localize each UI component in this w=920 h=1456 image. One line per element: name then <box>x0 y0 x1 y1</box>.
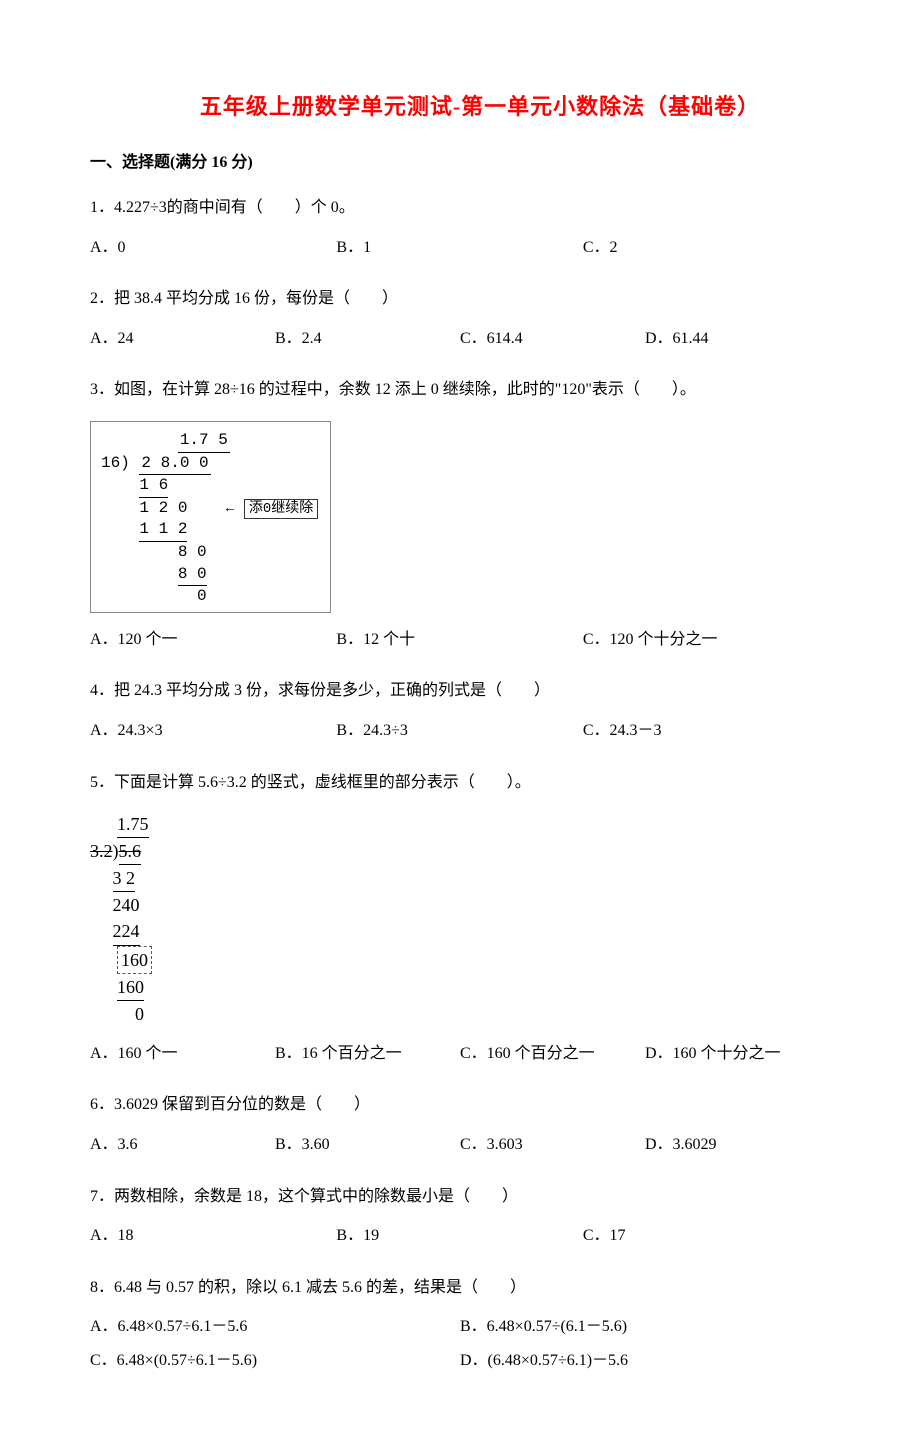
options-row: A．3.6 B．3.60 C．3.603 D．3.6029 <box>90 1128 830 1162</box>
quotient: 1.7 5 <box>178 430 230 453</box>
question-text: 8．6.48 与 0.57 的积，除以 6.1 减去 5.6 的差，结果是（ ） <box>90 1271 830 1305</box>
options-row: A．24 B．2.4 C．614.4 D．61.44 <box>90 322 830 356</box>
option-d: D．3.6029 <box>645 1128 830 1162</box>
options-row: A．0 B．1 C．2 <box>90 231 830 265</box>
question-1: 1．4.227÷3的商中间有（ ）个 0。 A．0 B．1 C．2 <box>90 191 830 264</box>
long-division-figure-2: 1.75 3.2)5.6 3 2 240 224 160 160 0 <box>90 811 159 1027</box>
option-a: A．18 <box>90 1219 336 1253</box>
option-b: B．16 个百分之一 <box>275 1037 460 1071</box>
question-8: 8．6.48 与 0.57 的积，除以 6.1 减去 5.6 的差，结果是（ ）… <box>90 1271 830 1378</box>
option-c: C．2 <box>583 231 829 265</box>
options-row: A．120 个一 B．12 个十 C．120 个十分之一 <box>90 623 830 657</box>
option-b: B．19 <box>336 1219 582 1253</box>
section-header: 一、选择题(满分 16 分) <box>90 151 830 175</box>
options-row: A．18 B．19 C．17 <box>90 1219 830 1253</box>
option-a: A．24 <box>90 322 275 356</box>
question-7: 7．两数相除，余数是 18，这个算式中的除数最小是（ ） A．18 B．19 C… <box>90 1180 830 1253</box>
option-d: D．(6.48×0.57÷6.1)－5.6 <box>460 1344 830 1378</box>
question-text: 2．把 38.4 平均分成 16 份，每份是（ ） <box>90 282 830 316</box>
calc-line: 1 1 2 <box>139 519 187 542</box>
option-c: C．120 个十分之一 <box>583 623 829 657</box>
dashed-box: 160 <box>117 946 152 974</box>
calc-line: 8 0 <box>178 543 207 561</box>
calc-line: 1 6 <box>139 475 168 498</box>
option-c: C．24.3－3 <box>583 714 829 748</box>
dividend: 5.6 <box>119 838 142 865</box>
option-d: D．61.44 <box>645 322 830 356</box>
option-c: C．614.4 <box>460 322 645 356</box>
question-text: 5．下面是计算 5.6÷3.2 的竖式，虚线框里的部分表示（ ）。 <box>90 766 830 800</box>
option-a: A．120 个一 <box>90 623 336 657</box>
option-b: B．3.60 <box>275 1128 460 1162</box>
options-row: A．24.3×3 B．24.3÷3 C．24.3－3 <box>90 714 830 748</box>
options-row: A．160 个一 B．16 个百分之一 C．160 个百分之一 D．160 个十… <box>90 1037 830 1071</box>
question-text: 7．两数相除，余数是 18，这个算式中的除数最小是（ ） <box>90 1180 830 1214</box>
option-a: A．160 个一 <box>90 1037 275 1071</box>
question-6: 6．3.6029 保留到百分位的数是（ ） A．3.6 B．3.60 C．3.6… <box>90 1088 830 1161</box>
calc-line: 240 <box>113 895 140 915</box>
question-2: 2．把 38.4 平均分成 16 份，每份是（ ） A．24 B．2.4 C．6… <box>90 282 830 355</box>
calc-line: 8 0 <box>178 564 207 587</box>
question-text: 3．如图，在计算 28÷16 的过程中，余数 12 添上 0 继续除，此时的"1… <box>90 373 830 407</box>
calc-line: 160 <box>117 974 144 1001</box>
option-a: A．0 <box>90 231 336 265</box>
arrow-icon: ← <box>226 501 234 517</box>
document-title: 五年级上册数学单元测试-第一单元小数除法（基础卷） <box>90 90 830 123</box>
option-c: C．160 个百分之一 <box>460 1037 645 1071</box>
option-c: C．3.603 <box>460 1128 645 1162</box>
option-d: D．160 个十分之一 <box>645 1037 830 1071</box>
option-b: B．6.48×0.57÷(6.1－5.6) <box>460 1310 830 1344</box>
question-text: 6．3.6029 保留到百分位的数是（ ） <box>90 1088 830 1122</box>
question-5: 5．下面是计算 5.6÷3.2 的竖式，虚线框里的部分表示（ ）。 1.75 3… <box>90 766 830 1071</box>
option-b: B．24.3÷3 <box>336 714 582 748</box>
question-text: 1．4.227÷3的商中间有（ ）个 0。 <box>90 191 830 225</box>
divisor: 16 <box>101 454 120 472</box>
options-row: A．6.48×0.57÷6.1－5.6 B．6.48×0.57÷(6.1－5.6… <box>90 1310 830 1377</box>
option-c: C．17 <box>583 1219 829 1253</box>
question-text: 4．把 24.3 平均分成 3 份，求每份是多少，正确的列式是（ ） <box>90 674 830 708</box>
annotation-box: 添0继续除 <box>244 499 318 519</box>
option-c: C．6.48×(0.57÷6.1－5.6) <box>90 1344 460 1378</box>
option-b: B．12 个十 <box>336 623 582 657</box>
option-b: B．1 <box>336 231 582 265</box>
option-a: A．6.48×0.57÷6.1－5.6 <box>90 1310 460 1344</box>
calc-line: 224 <box>113 918 140 945</box>
calc-line: 1 2 0 <box>139 499 187 517</box>
calc-line: 0 <box>197 587 207 605</box>
option-b: B．2.4 <box>275 322 460 356</box>
calc-line: 3 2 <box>113 865 136 892</box>
question-4: 4．把 24.3 平均分成 3 份，求每份是多少，正确的列式是（ ） A．24.… <box>90 674 830 747</box>
quotient: 1.75 <box>117 811 149 838</box>
long-division-figure: 1.7 5 16) 2 8.0 0 1 6 1 2 0 ← 添0继续除 1 1 … <box>90 421 331 613</box>
calc-line: 0 <box>135 1004 144 1024</box>
question-3: 3．如图，在计算 28÷16 的过程中，余数 12 添上 0 继续除，此时的"1… <box>90 373 830 656</box>
option-a: A．3.6 <box>90 1128 275 1162</box>
divisor: 3.2 <box>90 841 113 861</box>
option-a: A．24.3×3 <box>90 714 336 748</box>
dividend: 2 8.0 0 <box>139 453 210 476</box>
